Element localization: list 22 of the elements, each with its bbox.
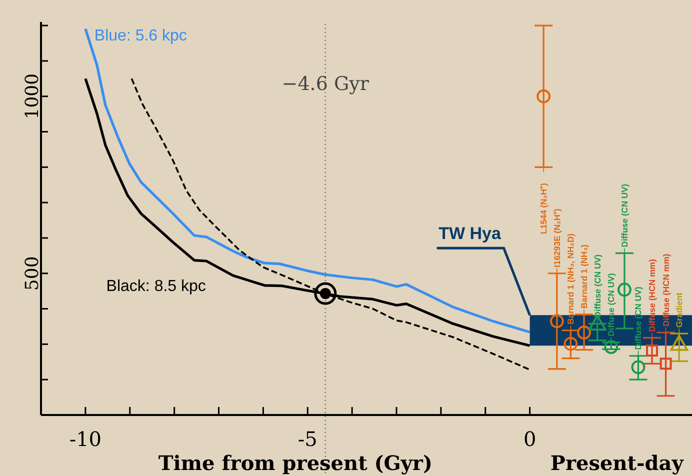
series-label: Black: 8.5 kpc	[106, 278, 206, 295]
text: Barnard 1 (NH₃, NH₂D)	[566, 233, 576, 324]
text: Gradient	[674, 292, 684, 328]
x-tick-label: -5	[298, 427, 318, 451]
text: Barnard 1 (NH₃)	[579, 244, 590, 308]
band-label: TW Hya	[438, 224, 502, 244]
ref-line-label: −4.6 Gyr	[282, 73, 370, 95]
text: Diffuse (CN UV)	[619, 184, 630, 248]
series-label: Blue: 5.6 kpc	[94, 28, 187, 45]
text: Diffuse (HCN mm)	[647, 258, 658, 332]
x-tick-label: 0	[523, 427, 536, 451]
text: Diffuse (CN UV)	[633, 286, 644, 350]
y-tick-label: 500	[22, 256, 43, 291]
y-tick-label: 1000	[22, 73, 43, 120]
x-tick-label: -10	[69, 427, 102, 451]
text: L1544 (N₂H⁺)	[538, 182, 549, 234]
x-axis-title: Time from present (Gyr)	[158, 451, 432, 475]
text: Present-day	[550, 451, 685, 475]
text: I16293E (N₂H⁺)	[552, 208, 562, 268]
text: Diffuse (CN UV)	[592, 254, 602, 318]
text: Diffuse (HCN mm)	[660, 254, 671, 327]
text: Diffuse (CN UV)	[606, 272, 616, 336]
